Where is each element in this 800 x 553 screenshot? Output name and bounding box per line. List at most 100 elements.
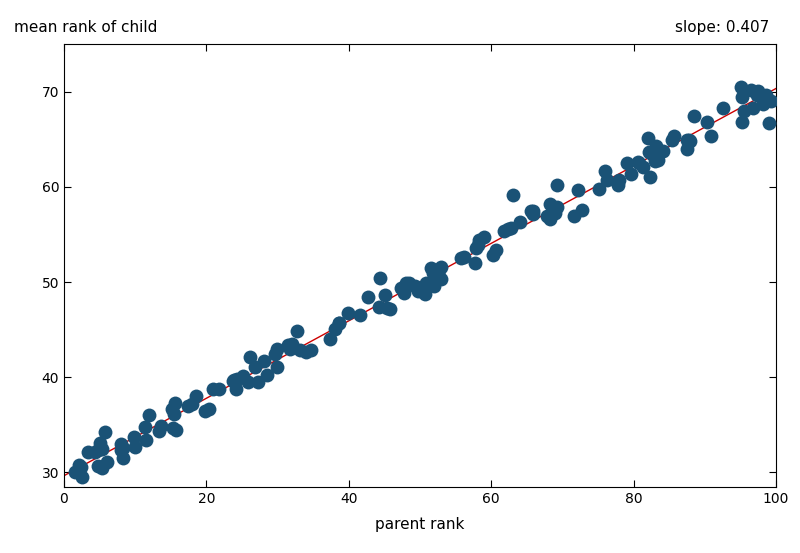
- Point: [649, 142, 662, 150]
- Text: mean rank of child: mean rank of child: [14, 20, 158, 35]
- Point: [73, 460, 86, 469]
- Point: [625, 170, 638, 179]
- Point: [186, 399, 198, 408]
- Point: [269, 349, 282, 358]
- Point: [543, 200, 556, 208]
- Point: [398, 289, 410, 298]
- Point: [571, 185, 584, 194]
- Point: [140, 435, 153, 444]
- Point: [332, 319, 345, 327]
- Point: [717, 104, 730, 113]
- Point: [374, 274, 386, 283]
- Point: [527, 207, 540, 216]
- Point: [411, 287, 424, 296]
- Point: [395, 283, 408, 292]
- Point: [114, 446, 127, 455]
- Point: [362, 292, 374, 301]
- Point: [433, 265, 446, 274]
- Point: [282, 340, 294, 349]
- Point: [454, 254, 467, 263]
- Point: [427, 282, 440, 291]
- Point: [746, 103, 759, 112]
- Point: [101, 457, 114, 466]
- Point: [190, 392, 202, 401]
- Point: [230, 384, 242, 393]
- Point: [261, 370, 274, 379]
- Point: [403, 279, 416, 288]
- Point: [170, 426, 182, 435]
- Point: [750, 90, 763, 99]
- Point: [237, 371, 250, 380]
- Point: [324, 335, 337, 343]
- Point: [227, 377, 240, 385]
- Point: [551, 202, 564, 211]
- Point: [656, 147, 669, 155]
- Point: [244, 352, 257, 361]
- Point: [735, 93, 748, 102]
- Point: [213, 384, 226, 393]
- Point: [666, 135, 678, 144]
- Point: [333, 319, 346, 328]
- Point: [291, 326, 304, 335]
- Point: [681, 135, 694, 144]
- Point: [138, 422, 151, 431]
- Point: [142, 410, 155, 419]
- Point: [258, 357, 270, 366]
- Point: [601, 175, 614, 184]
- Point: [153, 427, 166, 436]
- Point: [680, 144, 693, 153]
- Point: [270, 345, 283, 353]
- Point: [435, 274, 448, 283]
- Point: [400, 278, 413, 287]
- Point: [381, 304, 394, 312]
- Point: [169, 399, 182, 408]
- Point: [418, 290, 431, 299]
- Point: [114, 439, 127, 448]
- Point: [342, 309, 355, 317]
- Point: [182, 402, 194, 411]
- Point: [373, 302, 386, 311]
- Point: [426, 268, 439, 277]
- Point: [527, 210, 540, 218]
- Point: [91, 445, 104, 454]
- Point: [383, 305, 396, 314]
- Point: [271, 363, 284, 372]
- Point: [251, 377, 264, 386]
- Point: [199, 406, 212, 415]
- Point: [473, 236, 486, 244]
- Point: [745, 86, 758, 95]
- Point: [543, 215, 556, 223]
- Point: [96, 445, 109, 453]
- Point: [502, 225, 514, 234]
- Point: [242, 378, 254, 387]
- Point: [611, 180, 624, 189]
- Point: [682, 136, 695, 145]
- Point: [575, 205, 588, 214]
- Point: [354, 310, 366, 319]
- Point: [632, 158, 645, 167]
- Point: [598, 167, 611, 176]
- Point: [759, 90, 772, 99]
- Point: [96, 464, 109, 473]
- Point: [478, 233, 490, 242]
- Point: [167, 424, 180, 432]
- Point: [154, 422, 167, 431]
- Point: [541, 212, 554, 221]
- Point: [684, 137, 697, 145]
- Point: [425, 263, 438, 272]
- Point: [203, 405, 216, 414]
- Point: [166, 405, 178, 414]
- Point: [643, 172, 656, 181]
- Point: [504, 223, 517, 232]
- Point: [645, 150, 658, 159]
- Point: [127, 432, 140, 441]
- Point: [498, 227, 510, 236]
- Point: [91, 462, 104, 471]
- Point: [734, 83, 747, 92]
- Point: [470, 244, 482, 253]
- Point: [227, 375, 240, 384]
- Point: [378, 291, 391, 300]
- Point: [688, 112, 701, 121]
- Point: [89, 447, 102, 456]
- Point: [167, 409, 180, 418]
